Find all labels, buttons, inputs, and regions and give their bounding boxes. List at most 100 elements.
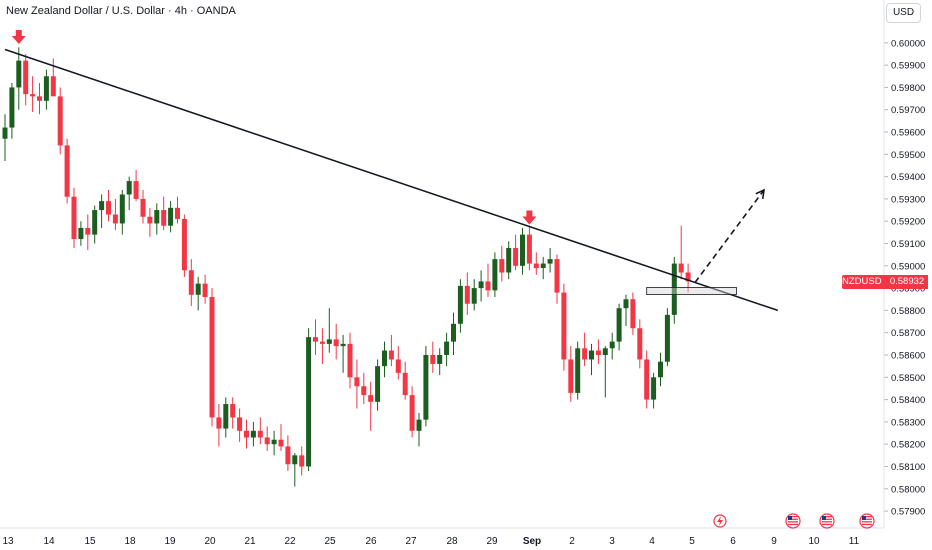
y-tick-label: 0.59000 [891, 261, 925, 272]
candle [223, 397, 229, 438]
candle [209, 288, 215, 427]
candle [513, 234, 519, 271]
us-flag-stripe [862, 516, 872, 518]
us-flag-stripe [822, 521, 832, 523]
us-flag-stripe [788, 518, 798, 520]
candle-body [85, 227, 91, 235]
candle-body [451, 323, 456, 342]
candle [623, 294, 629, 327]
candle-body [285, 446, 291, 465]
candle-body [43, 76, 49, 101]
price-axis[interactable]: 0.60000 0.59900 0.59800 0.59700 0.59600 0.595… [883, 0, 925, 528]
candle-body [264, 437, 270, 445]
candle-body [533, 263, 539, 269]
candle [671, 256, 677, 324]
candle-body [292, 455, 298, 465]
candle [575, 341, 581, 400]
us-flag-icon [859, 513, 875, 529]
candle [43, 69, 49, 110]
candle [119, 190, 125, 235]
candle [499, 245, 505, 282]
candle [485, 263, 491, 298]
candle-body [306, 337, 312, 467]
price-tag-symbol: NZDUSD [842, 276, 882, 287]
candle [382, 341, 387, 378]
x-tick-label: 4 [649, 536, 655, 547]
candle [30, 76, 36, 112]
candle [271, 430, 277, 456]
candle-body [333, 339, 339, 347]
candle-body [92, 210, 98, 235]
candle [278, 424, 284, 451]
x-tick-label: Sep [523, 536, 541, 547]
candle-body [471, 288, 477, 304]
currency-badge[interactable]: USD [886, 3, 921, 23]
y-tick-label: 0.59400 [891, 172, 925, 183]
candle [457, 279, 463, 333]
candle [195, 276, 201, 311]
y-tick-label: 0.59100 [891, 239, 925, 250]
y-tick-label: 0.58500 [891, 373, 925, 384]
candle-body [119, 194, 125, 224]
candle [520, 227, 525, 275]
candle [112, 198, 118, 231]
candle [540, 256, 546, 280]
candle-body [388, 350, 394, 360]
candle-body [368, 395, 374, 402]
y-tick-label: 0.58800 [891, 306, 925, 317]
lightning-icon [713, 514, 727, 528]
candle-body [382, 350, 387, 367]
candle-body [340, 343, 346, 347]
candle-body [195, 283, 201, 295]
candle [375, 359, 381, 411]
candle-body [437, 355, 443, 364]
candle [637, 319, 643, 369]
candle [37, 82, 42, 115]
candle [126, 176, 132, 211]
y-tick-label: 0.58900 [891, 284, 925, 295]
candle [257, 417, 263, 445]
candle [526, 225, 532, 271]
candle [582, 332, 588, 367]
us-flag-canton [822, 516, 826, 520]
candle-body [271, 439, 277, 445]
candle-body [582, 348, 588, 360]
candle [154, 203, 160, 235]
x-tick-label: 19 [164, 536, 176, 547]
candle-body [671, 263, 677, 315]
time-axis[interactable]: 13 14 15 18 19 20 21 22 25 26 27 28 29 Sep 2 3 4 5 6 9 10 11 [0, 527, 884, 547]
candle [99, 194, 105, 228]
candle-body [499, 259, 505, 273]
candle [533, 252, 539, 275]
candle-body [609, 341, 615, 349]
us-flag-stripe [862, 521, 872, 523]
candle [264, 426, 270, 451]
candle-body [540, 263, 546, 269]
candle-body [161, 210, 167, 226]
x-tick-label: 13 [2, 536, 14, 547]
candle-body [464, 285, 470, 304]
candle [340, 334, 346, 373]
y-tick-label: 0.59800 [891, 83, 925, 94]
candle-body [602, 348, 608, 355]
down-arrow-marker [522, 210, 537, 225]
candle [92, 205, 98, 244]
candle-body [354, 377, 360, 387]
y-tick-label: 0.59900 [891, 61, 925, 72]
candle-body [409, 395, 415, 431]
candle-body [230, 404, 236, 418]
us-flag-stripe [788, 521, 798, 523]
candle-body [278, 439, 284, 447]
candle-body [112, 214, 118, 224]
annotations-layer [4, 29, 779, 312]
candle-body [506, 247, 512, 273]
candle-body [547, 259, 553, 264]
candle [589, 343, 594, 376]
candle-body [188, 270, 194, 295]
candle-body [209, 297, 215, 418]
x-tick-label: 11 [849, 536, 860, 547]
candle [319, 328, 325, 364]
candle-body [361, 386, 367, 396]
candle [492, 252, 498, 298]
